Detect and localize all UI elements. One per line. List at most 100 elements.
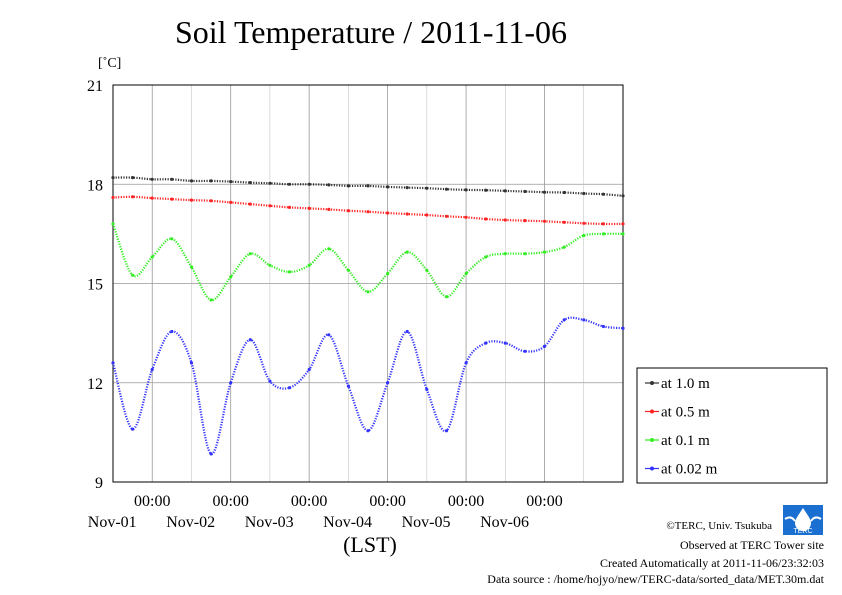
x-tick-date-label: Nov-01	[88, 514, 137, 531]
data-source-text: Data source : /home/hojyo/new/TERC-data/…	[487, 572, 824, 586]
data-point	[229, 381, 233, 385]
data-point	[248, 252, 252, 256]
data-point	[386, 272, 390, 276]
data-point	[170, 329, 174, 334]
y-tick-label: 18	[87, 177, 103, 194]
data-point	[209, 199, 213, 203]
data-point	[425, 186, 429, 190]
data-point	[189, 179, 194, 183]
data-point	[542, 250, 547, 254]
series-at-0-5-m	[111, 195, 625, 226]
logo-text: TERC	[793, 528, 812, 535]
data-point	[582, 233, 586, 238]
x-tick-date-label: Nov-05	[402, 514, 451, 531]
data-point	[209, 179, 213, 183]
data-point	[582, 191, 586, 196]
data-point	[405, 329, 409, 334]
legend-label: at 1.0 m	[661, 376, 710, 392]
y-tick-label: 9	[95, 475, 103, 492]
x-tick-time-label: 00:00	[369, 493, 405, 510]
data-point	[386, 211, 390, 215]
data-point	[268, 204, 272, 208]
legend-marker	[650, 409, 654, 414]
data-point	[229, 275, 233, 279]
data-point	[248, 181, 252, 185]
data-point	[405, 212, 409, 216]
data-point	[189, 198, 194, 202]
data-point	[621, 326, 625, 330]
legend-label: at 0.1 m	[661, 433, 710, 449]
data-point	[307, 182, 311, 186]
data-point	[327, 247, 331, 251]
data-point	[464, 188, 468, 192]
data-point	[523, 252, 527, 256]
data-point	[366, 290, 370, 294]
data-point	[484, 217, 488, 221]
data-point	[307, 367, 311, 372]
series-at-0-02-m	[111, 316, 625, 456]
y-axis-unit-label: [˚C]	[98, 56, 122, 71]
data-point	[131, 427, 135, 431]
data-point	[621, 232, 625, 236]
data-point	[327, 183, 331, 187]
data-point	[386, 381, 390, 385]
legend-label: at 0.5 m	[661, 405, 710, 421]
data-point	[229, 200, 233, 204]
data-point	[268, 263, 272, 267]
data-point	[503, 341, 507, 345]
x-tick-time-label: 00:00	[526, 493, 562, 510]
data-point	[209, 298, 213, 302]
data-point	[150, 196, 154, 200]
y-tick-label: 15	[87, 277, 103, 294]
data-point	[170, 197, 174, 201]
data-point	[621, 222, 625, 226]
data-point	[111, 361, 115, 365]
data-point	[111, 195, 115, 200]
data-point	[131, 273, 135, 277]
data-point	[601, 232, 606, 236]
data-point	[150, 255, 154, 259]
data-point	[405, 250, 409, 254]
data-point	[484, 188, 488, 192]
legend-item: at 1.0 m	[645, 376, 710, 392]
data-point	[464, 272, 468, 276]
legend-item: at 0.1 m	[645, 433, 710, 449]
x-tick-date-label: Nov-04	[323, 514, 372, 531]
created-text: Created Automatically at 2011-11-06/23:3…	[599, 556, 824, 570]
data-point	[111, 176, 115, 180]
data-point	[464, 215, 468, 219]
series-line	[111, 316, 624, 456]
data-point	[425, 268, 429, 272]
data-point	[523, 349, 527, 353]
data-point	[150, 177, 154, 181]
data-point	[562, 220, 566, 224]
data-point	[386, 185, 390, 189]
data-point	[170, 237, 174, 241]
data-point	[327, 333, 331, 337]
copyright-text: ©TERC, Univ. Tsukuba	[666, 520, 772, 532]
data-point	[170, 177, 174, 181]
data-point	[307, 263, 311, 267]
legend-item: at 0.02 m	[645, 462, 718, 478]
x-tick-time-label: 00:00	[291, 493, 327, 510]
legend-item: at 0.5 m	[645, 405, 710, 421]
data-point	[542, 344, 547, 348]
observed-text: Observed at TERC Tower site	[679, 538, 824, 552]
data-point	[268, 181, 272, 185]
data-point	[601, 222, 606, 226]
data-point	[366, 429, 370, 433]
legend: at 1.0 m at 0.5 m at 0.1 m at 0.02 m	[636, 367, 828, 484]
y-tick-label: 21	[87, 78, 103, 95]
data-point	[425, 213, 429, 217]
plot-frame	[112, 84, 624, 483]
series-line	[111, 223, 624, 302]
legend-box	[636, 367, 828, 484]
data-point	[425, 387, 429, 391]
x-tick-date-label: Nov-03	[245, 514, 294, 531]
x-tick-time-label: 00:00	[448, 493, 484, 510]
data-point	[444, 295, 449, 299]
data-point	[268, 379, 272, 383]
data-point	[150, 367, 154, 372]
data-point	[131, 176, 135, 180]
